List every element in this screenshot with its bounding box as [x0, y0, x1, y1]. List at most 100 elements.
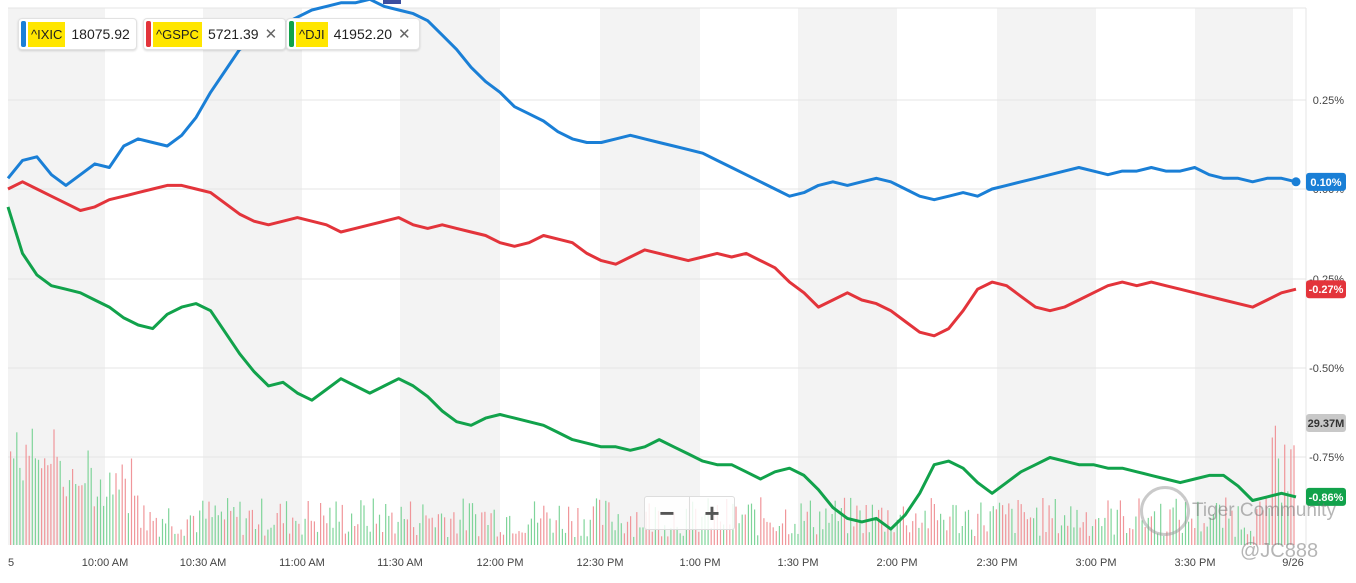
- close-icon[interactable]: ✕: [398, 26, 411, 43]
- volume-bar: [292, 517, 294, 545]
- volume-bar: [174, 533, 176, 545]
- legend-chip-dji[interactable]: ^DJI 41952.20 ✕: [286, 18, 420, 50]
- volume-bar: [757, 535, 759, 545]
- volume-bar: [763, 518, 765, 545]
- volume-bar: [459, 519, 461, 545]
- volume-bar: [450, 518, 452, 545]
- volume-bar: [741, 514, 743, 545]
- volume-bar: [1265, 497, 1267, 545]
- volume-bar: [778, 526, 780, 545]
- volume-bar: [146, 530, 148, 545]
- volume-bar: [949, 516, 951, 545]
- volume-bar: [1008, 503, 1010, 545]
- volume-bar: [118, 489, 120, 545]
- volume-bar: [750, 503, 753, 545]
- volume-bar: [239, 501, 241, 545]
- badge-background: [1306, 280, 1346, 299]
- volume-bar: [1219, 504, 1221, 545]
- volume-bar: [788, 534, 790, 545]
- badge-text: 29.37M: [1308, 418, 1345, 430]
- volume-bar: [16, 432, 18, 545]
- volume-bar: [878, 509, 880, 545]
- volume-bar: [828, 522, 830, 545]
- volume-bar: [698, 531, 700, 545]
- volume-bar: [524, 532, 526, 545]
- volume-bar: [400, 506, 402, 545]
- volume-bar: [902, 506, 904, 545]
- volume-bar: [1126, 533, 1128, 545]
- volume-bar: [487, 525, 489, 545]
- zoom-in-button[interactable]: +: [689, 497, 734, 529]
- volume-bar: [1234, 536, 1236, 545]
- volume-bar: [766, 521, 768, 545]
- volume-bar: [1281, 502, 1283, 545]
- volume-bar: [1268, 508, 1270, 545]
- volume-bar: [65, 496, 67, 545]
- volume-bar: [183, 535, 185, 545]
- series-symbol: ^IXIC: [28, 21, 66, 47]
- volume-bar: [1271, 437, 1273, 545]
- volume-bar: [382, 532, 384, 545]
- volume-bar: [313, 521, 315, 545]
- volume-bar: [1073, 527, 1075, 545]
- volume-bar: [478, 536, 480, 545]
- volume-bar: [289, 533, 291, 545]
- volume-bar: [282, 523, 284, 545]
- volume-bar: [1243, 527, 1245, 545]
- volume-bar: [1277, 458, 1280, 545]
- time-band: [600, 8, 700, 545]
- volume-bar: [1005, 514, 1007, 545]
- volume-bar: [1110, 508, 1112, 545]
- volume-bar: [468, 503, 470, 545]
- volume-bar: [583, 519, 585, 545]
- volume-bar: [958, 533, 960, 545]
- volume-bar: [391, 512, 393, 545]
- volume-bar: [595, 498, 598, 545]
- volume-bar: [264, 535, 266, 545]
- volume-bar: [1029, 517, 1032, 545]
- zoom-out-button[interactable]: −: [659, 497, 675, 528]
- series-color-swatch: [289, 21, 294, 47]
- volume-bar: [989, 511, 991, 545]
- volume-bar: [258, 524, 260, 545]
- volume-bar: [912, 521, 914, 545]
- volume-bar: [1253, 536, 1255, 545]
- legend-chip-gspc[interactable]: ^GSPC 5721.39 ✕: [143, 18, 287, 50]
- volume-bar: [1178, 519, 1180, 545]
- volume-bar: [323, 515, 325, 545]
- volume-bar: [10, 451, 12, 545]
- volume-bar: [422, 504, 424, 545]
- volume-bar: [744, 514, 746, 545]
- volume-bar: [1051, 518, 1053, 545]
- volume-bar: [1250, 530, 1252, 545]
- volume-bar: [354, 526, 356, 545]
- volume-bar: [267, 529, 269, 545]
- volume-bar: [952, 504, 954, 545]
- volume-bar: [577, 508, 579, 545]
- time-band: [8, 8, 105, 545]
- volume-bar: [890, 528, 892, 545]
- badge-background: [1306, 487, 1346, 506]
- x-tick-label: 3:00 PM: [1076, 557, 1117, 569]
- volume-bar: [394, 533, 396, 545]
- volume-bar: [809, 500, 811, 545]
- x-tick-label: 12:00 PM: [476, 557, 523, 569]
- volume-bar: [378, 514, 381, 545]
- volume-bar: [1129, 528, 1131, 545]
- volume-bar: [434, 527, 436, 545]
- volume-bar: [1259, 501, 1261, 545]
- volume-bar: [490, 513, 492, 545]
- volume-bar: [214, 505, 216, 545]
- volume-bar: [1191, 518, 1193, 545]
- volume-bar: [68, 480, 71, 545]
- volume-bar: [661, 536, 663, 545]
- close-icon[interactable]: ✕: [264, 26, 278, 43]
- volume-bar: [586, 536, 588, 545]
- volume-bar: [980, 502, 982, 545]
- volume-bar: [1200, 531, 1202, 545]
- legend-chip-ixic[interactable]: ^IXIC 18075.92: [18, 18, 137, 50]
- volume-bar: [72, 469, 74, 545]
- volume-bar: [276, 513, 278, 545]
- volume-bar: [936, 520, 939, 545]
- volume-bar: [1287, 491, 1289, 545]
